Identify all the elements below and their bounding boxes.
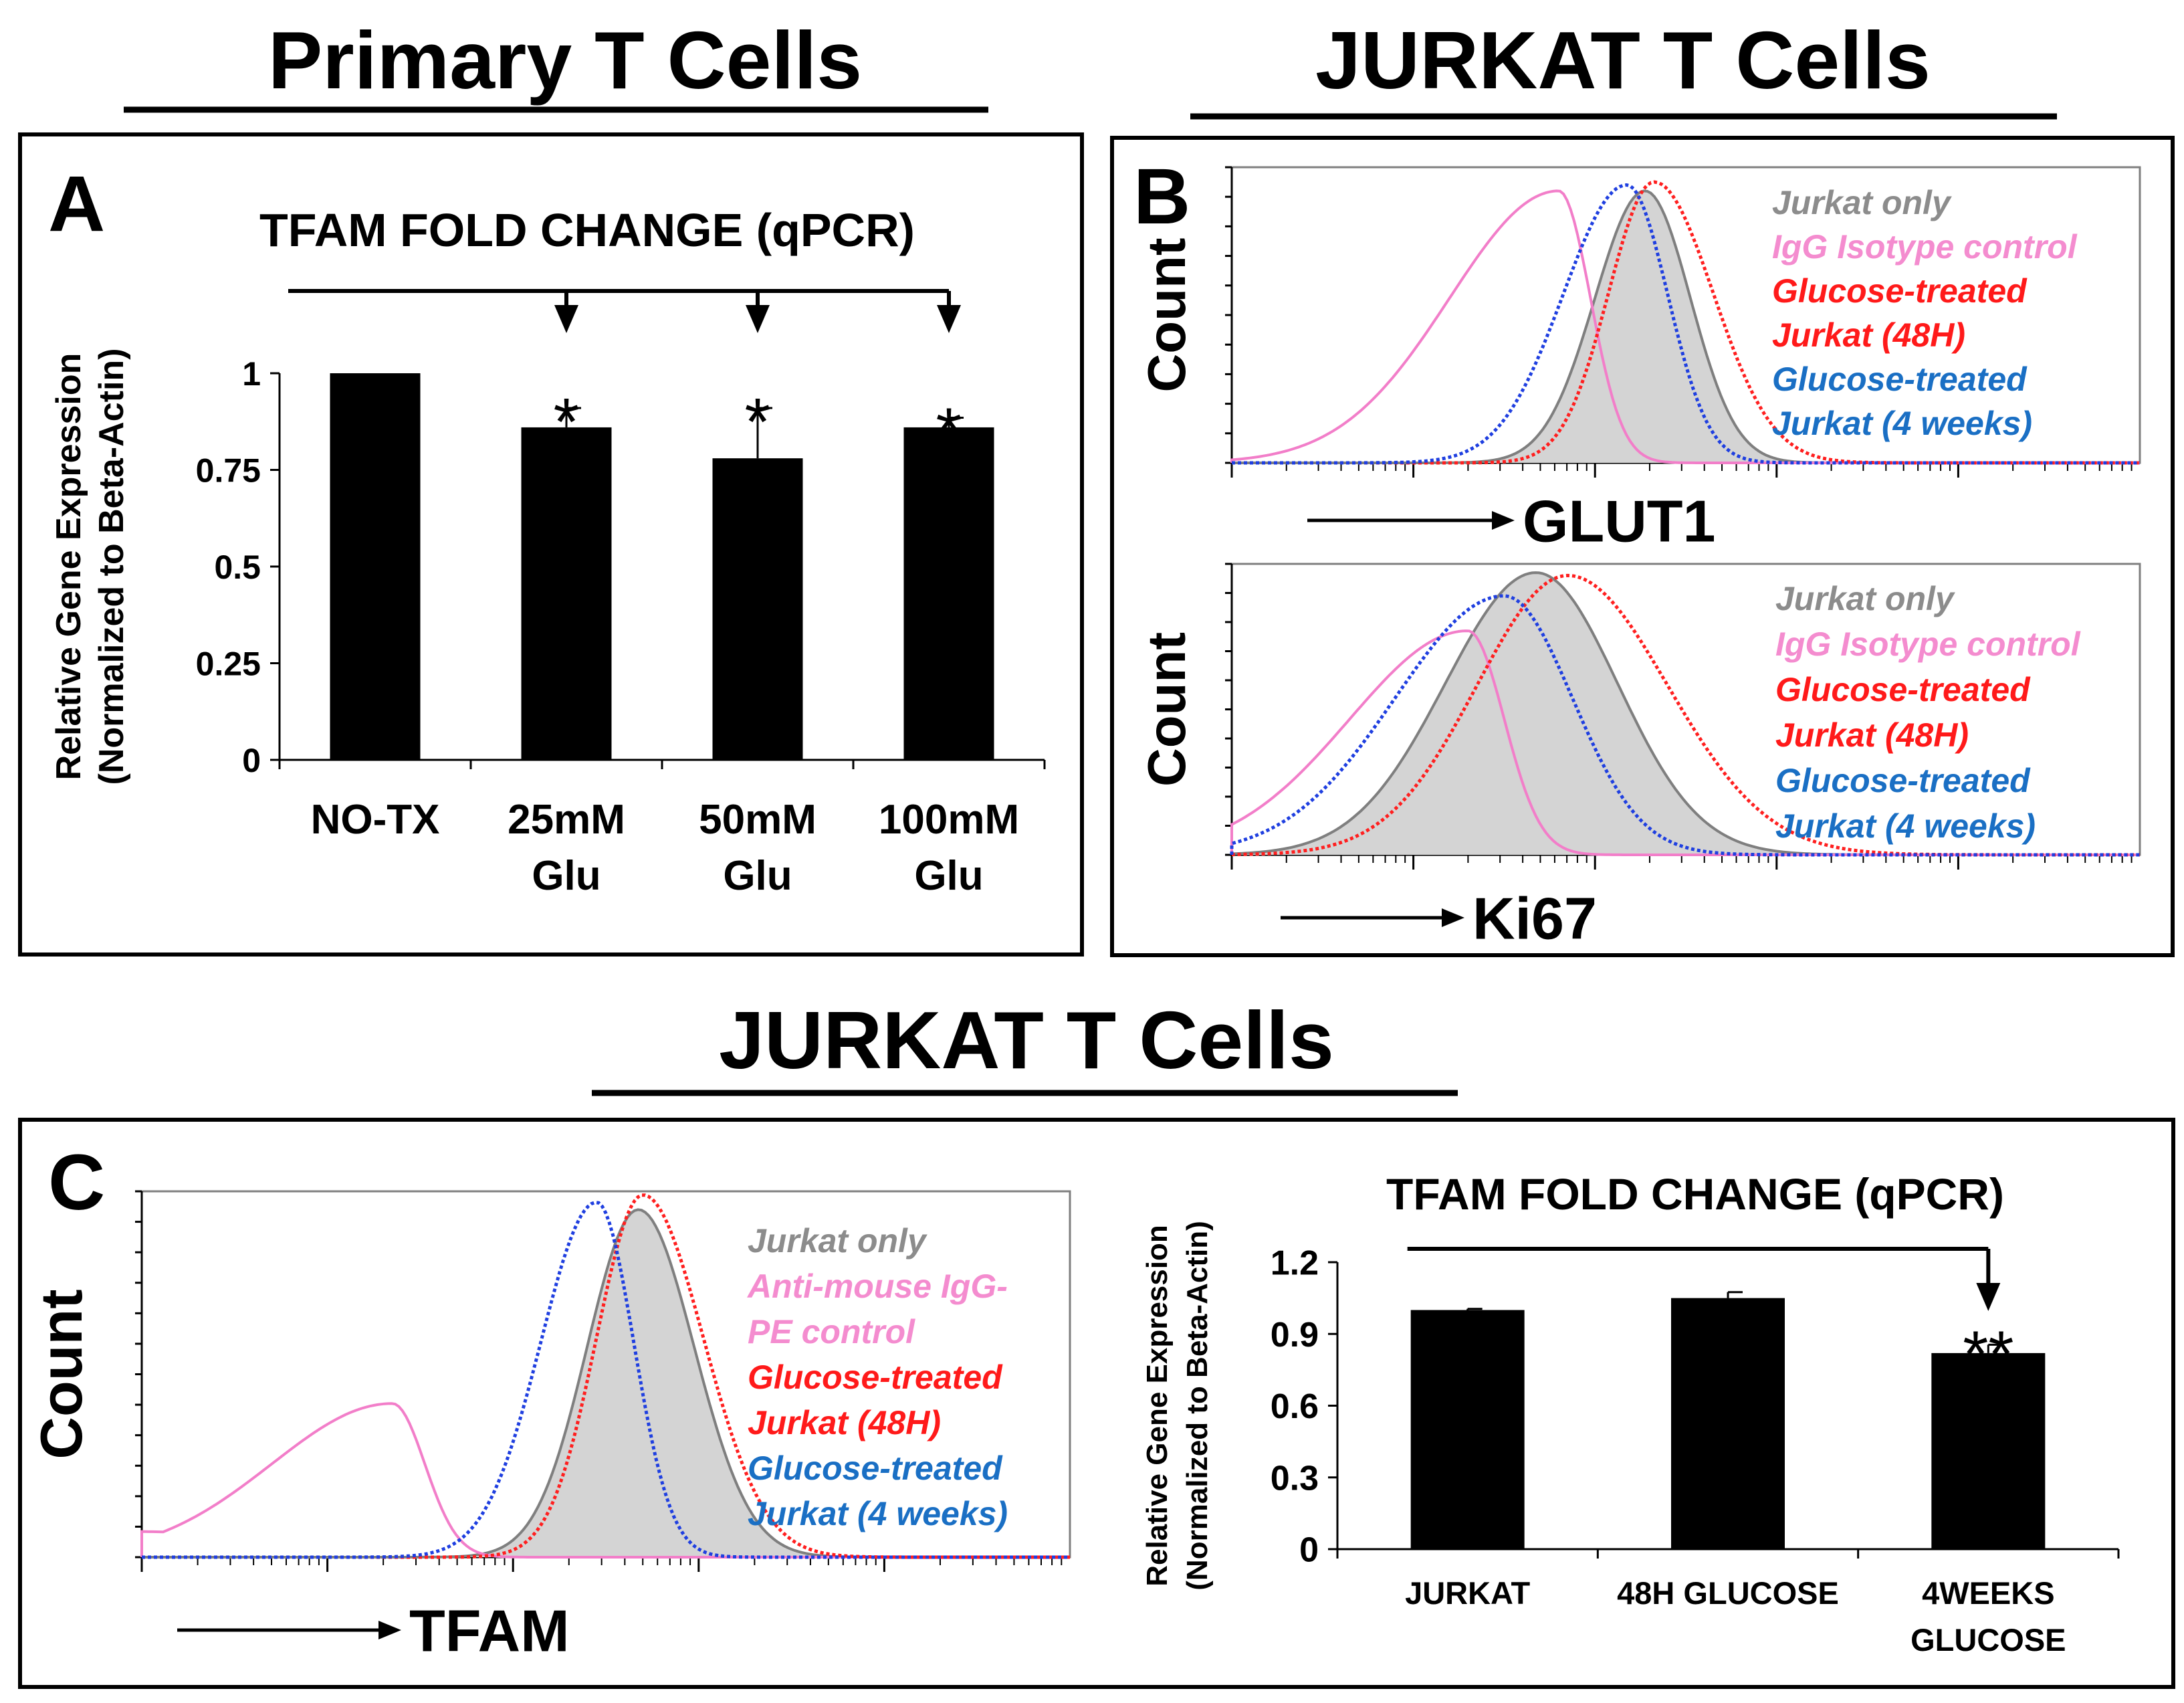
- bar: [1671, 1298, 1785, 1549]
- bar: [330, 373, 421, 760]
- significance-marker: **: [1963, 1317, 2013, 1391]
- bar: [1931, 1353, 2046, 1549]
- legend-entry: Glucose-treated: [1772, 361, 2028, 398]
- histogram-series: [1230, 594, 2140, 857]
- y-axis-label-line2: (Normalized to Beta-Actin): [1181, 1221, 1214, 1590]
- legend-entry: PE control: [748, 1313, 915, 1350]
- chart-title: TFAM FOLD CHANGE (qPCR): [259, 204, 915, 256]
- legend-entry: Glucose-treated: [1775, 671, 2031, 708]
- bar-chart-c: TFAM FOLD CHANGE (qPCR) Relative Gene Exp…: [1141, 1169, 2120, 1658]
- y-axis-label-line2: (Normalized to Beta-Actin): [92, 348, 131, 785]
- y-axis-label: Count: [28, 1289, 94, 1459]
- arrowhead: [1976, 1283, 2001, 1311]
- x-category-label-line2: GLUCOSE: [1910, 1622, 2066, 1658]
- legend-entry: IgG Isotype control: [1775, 625, 2081, 663]
- x-axis-label: TFAM: [409, 1598, 570, 1664]
- y-axis-label: Count: [1137, 632, 1196, 787]
- y-axis-label: Count: [1137, 237, 1196, 392]
- panel-c-frame: [18, 1118, 2175, 1689]
- y-tick-label: 0: [1299, 1531, 1319, 1570]
- bar: [521, 427, 612, 760]
- heading-jurkat-top: JURKAT T Cells: [1315, 15, 1931, 106]
- x-category-label: 100mM: [879, 797, 1019, 843]
- histogram-series: [142, 1193, 1070, 1559]
- legend-entry: Jurkat only: [1775, 580, 1955, 617]
- significance-marker: *: [936, 394, 962, 469]
- x-axis-arrowhead: [1492, 511, 1515, 530]
- histogram-tfam: Count TFAM Jurkat only Anti-mouse IgG- PE co…: [28, 1190, 1071, 1664]
- legend-entry: Jurkat (4 weeks): [1775, 807, 2036, 845]
- arrowhead: [937, 305, 961, 333]
- y-axis-label: Relative Gene Expression: [49, 353, 88, 781]
- x-category-label: 48H GLUCOSE: [1617, 1575, 1839, 1611]
- histogram-series: [142, 1201, 1070, 1559]
- bar: [903, 427, 994, 760]
- y-tick-label: 0.6: [1271, 1387, 1319, 1426]
- arrowhead: [554, 305, 578, 333]
- panel-b-frame: [1110, 136, 2175, 957]
- y-tick-label: 1.2: [1271, 1244, 1319, 1283]
- legend-entry: Jurkat (4 weeks): [1772, 405, 2032, 442]
- x-category-label-line2: Glu: [532, 853, 600, 899]
- legend-entry: IgG Isotype control: [1772, 228, 2078, 266]
- x-axis-label: Ki67: [1472, 886, 1597, 952]
- significance-marker: *: [745, 385, 771, 460]
- x-category-label: 4WEEKS: [1922, 1575, 2055, 1611]
- legend-entry: Jurkat (4 weeks): [748, 1495, 1008, 1532]
- legend-entry: Jurkat (48H): [1772, 316, 1965, 354]
- x-category-label-line2: Glu: [723, 853, 792, 899]
- y-tick-label: 0.3: [1271, 1459, 1319, 1498]
- histogram-series: [1232, 183, 2140, 465]
- x-axis-arrowhead: [1442, 908, 1464, 927]
- x-axis-arrowhead: [378, 1621, 401, 1639]
- x-category-label-line2: Glu: [914, 853, 983, 899]
- legend-entry: Glucose-treated: [748, 1359, 1003, 1396]
- panel-label-a: A: [48, 160, 105, 248]
- y-tick-label: 0: [242, 742, 261, 779]
- x-category-label: 50mM: [699, 797, 816, 843]
- legend-entry: Jurkat only: [748, 1222, 927, 1260]
- x-category-label: 25mM: [508, 797, 625, 843]
- panel-a-frame: [18, 132, 1084, 957]
- panel-label-c: C: [48, 1138, 105, 1227]
- y-tick-label: 1: [242, 355, 261, 393]
- chart-title: TFAM FOLD CHANGE (qPCR): [1386, 1169, 2004, 1219]
- y-axis-label: Relative Gene Expression: [1141, 1225, 1174, 1586]
- histogram-ki67: Count Ki67 Jurkat only IgG Isotype control G…: [1137, 563, 2141, 952]
- x-category-label: NO-TX: [311, 797, 440, 843]
- legend-entry: Glucose-treated: [1775, 762, 2031, 799]
- legend-entry: Jurkat only: [1772, 184, 1952, 221]
- bar: [712, 458, 803, 760]
- legend-entry: Glucose-treated: [1772, 272, 2028, 310]
- y-tick-label: 0.5: [214, 548, 261, 586]
- arrowhead: [746, 305, 770, 333]
- significance-marker: *: [554, 385, 580, 460]
- histogram-glut1: Count GLUT1 Jurkat only IgG Isotype control…: [1137, 166, 2141, 555]
- y-tick-label: 0.75: [196, 452, 261, 490]
- heading-jurkat-bottom: JURKAT T Cells: [719, 995, 1334, 1086]
- x-category-label: JURKAT: [1405, 1575, 1530, 1611]
- y-tick-label: 0.9: [1271, 1316, 1319, 1355]
- legend-entry: Anti-mouse IgG-: [746, 1268, 1008, 1305]
- heading-primary-t-cells: Primary T Cells: [268, 15, 862, 106]
- panel-label-b: B: [1133, 153, 1190, 241]
- legend-entry: Glucose-treated: [748, 1449, 1003, 1487]
- y-tick-label: 0.25: [196, 645, 261, 683]
- bar-chart-a: TFAM FOLD CHANGE (qPCR) Relative Gene Exp…: [49, 204, 1046, 899]
- bar: [1410, 1310, 1525, 1549]
- legend-entry: Jurkat (48H): [1775, 716, 1969, 754]
- legend-entry: Jurkat (48H): [748, 1404, 941, 1441]
- x-axis-label: GLUT1: [1523, 488, 1715, 555]
